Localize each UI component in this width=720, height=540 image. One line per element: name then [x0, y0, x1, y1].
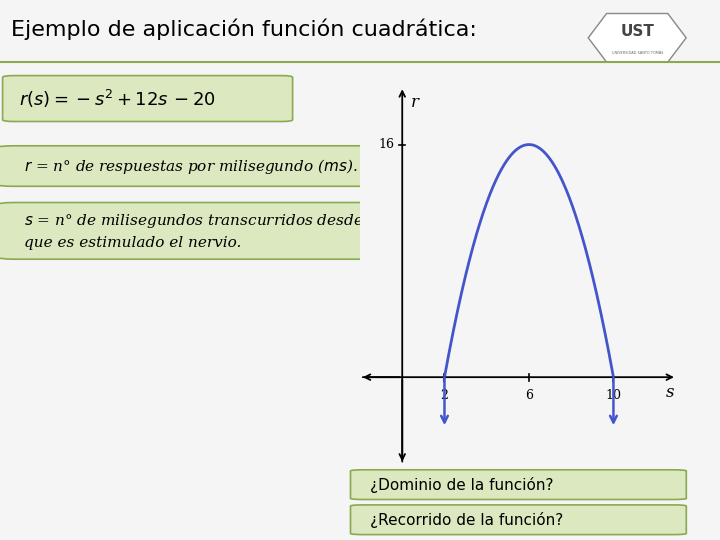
FancyBboxPatch shape	[351, 470, 686, 500]
Text: $r$ = n° de respuestas por milisegundo ($ms$).: $r$ = n° de respuestas por milisegundo (…	[24, 157, 357, 176]
Polygon shape	[588, 14, 686, 62]
Text: UNIVERSIDAD SANTO TOMÁS: UNIVERSIDAD SANTO TOMÁS	[611, 51, 663, 55]
Text: 6: 6	[525, 389, 533, 402]
Text: ¿Dominio de la función?: ¿Dominio de la función?	[369, 477, 553, 492]
Text: Ejemplo de aplicación función cuadrática:: Ejemplo de aplicación función cuadrática…	[11, 19, 477, 40]
FancyBboxPatch shape	[3, 76, 292, 122]
Text: $r(s) = -s^2 + 12s\,-20$: $r(s) = -s^2 + 12s\,-20$	[19, 87, 216, 110]
Text: s: s	[666, 384, 675, 401]
Text: 10: 10	[606, 389, 621, 402]
Text: r: r	[410, 93, 419, 111]
FancyBboxPatch shape	[0, 146, 456, 186]
Text: 16: 16	[379, 138, 395, 151]
FancyBboxPatch shape	[351, 505, 686, 535]
Text: 2: 2	[441, 389, 449, 402]
Text: UST: UST	[620, 24, 654, 39]
Text: que es estimulado el nervio.: que es estimulado el nervio.	[24, 237, 241, 251]
Text: $s$ = n° de milisegundos transcurridos desde: $s$ = n° de milisegundos transcurridos d…	[24, 212, 364, 230]
Text: ¿Recorrido de la función?: ¿Recorrido de la función?	[369, 512, 563, 528]
FancyBboxPatch shape	[0, 202, 456, 259]
